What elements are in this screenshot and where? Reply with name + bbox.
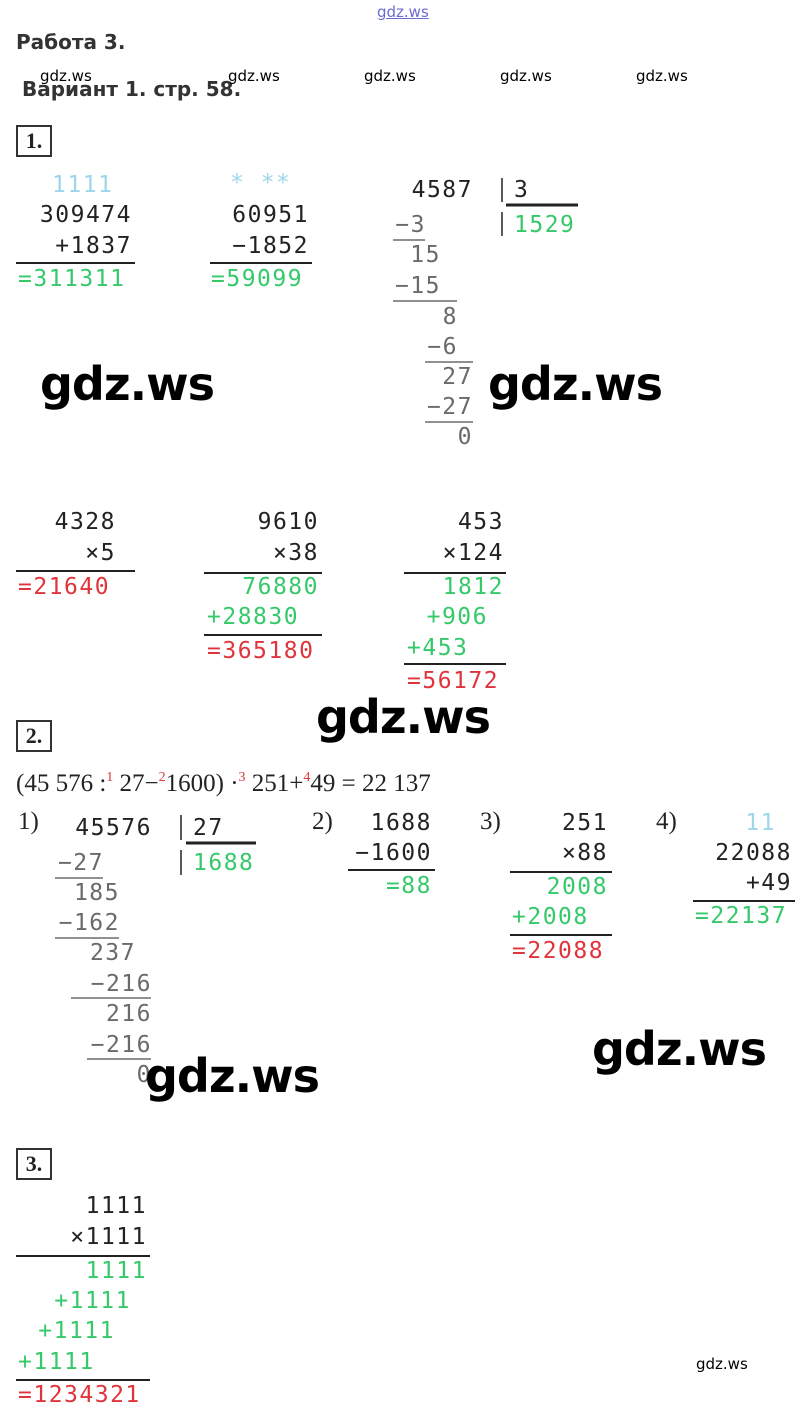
number-text: 27 (193, 815, 224, 841)
order-mark: 2 (158, 770, 166, 785)
number-text: 4328 (54, 509, 116, 535)
number-text: =22137 (695, 903, 788, 929)
number-text: 453 (457, 509, 504, 535)
number-text: −216 (90, 971, 152, 997)
number-text: +49 (745, 870, 792, 896)
number-text: +1111 (18, 1349, 95, 1375)
number-text: 60951 (232, 202, 309, 228)
number-text: −1600 (355, 840, 432, 866)
number-text: 27 (442, 364, 473, 390)
expression-part: (45 576 : (16, 770, 107, 797)
task-label: 3. (16, 1148, 52, 1180)
number-text: +28830 (207, 604, 300, 630)
number-text: +1837 (55, 233, 132, 259)
number-text: 1688 (370, 810, 432, 836)
title: Работа 3. (16, 30, 126, 54)
number-text: +906 (426, 604, 488, 630)
site-link[interactable]: gdz.ws (377, 3, 429, 21)
watermark: gdz.ws (145, 1049, 320, 1103)
number-text: ×1111 (70, 1224, 147, 1250)
expression-part: 1600) · (165, 770, 239, 797)
number-text: −162 (58, 910, 120, 936)
number-text: =311311 (18, 266, 126, 292)
number-text: * ** (230, 170, 292, 196)
number-text: 9610 (257, 509, 319, 535)
number-text: +1111 (54, 1288, 131, 1314)
number-text: 22088 (715, 840, 792, 866)
step-label: 4) (656, 808, 677, 835)
watermark: gdz.ws (500, 67, 552, 85)
number-text: 216 (105, 1001, 152, 1027)
watermark: gdz.ws (228, 67, 280, 85)
number-text: +1111 (38, 1318, 115, 1344)
number-text: 0 (457, 424, 473, 450)
number-text: 76880 (242, 574, 319, 600)
number-text: 1688 (193, 850, 255, 876)
number-text: 45576 (75, 815, 152, 841)
number-text: ×88 (561, 840, 608, 866)
number-text: 4587 (411, 177, 473, 203)
number-text: ×5 (85, 540, 116, 566)
number-text: 1111 (85, 1258, 147, 1284)
watermark: gdz.ws (592, 1022, 767, 1076)
watermark: gdz.ws (364, 67, 416, 85)
number-text: 1111 (52, 172, 114, 198)
number-text: +2008 (512, 904, 589, 930)
order-mark: 1 (106, 770, 114, 785)
number-text: =59099 (211, 266, 304, 292)
expression-part: 49 = 22 137 (310, 770, 431, 797)
number-text: −3 (395, 212, 426, 238)
number-text: 1812 (442, 574, 504, 600)
watermark: gdz.ws (696, 1355, 748, 1373)
number-text: −6 (427, 334, 458, 360)
number-text: −27 (57, 850, 104, 876)
number-text: =22088 (512, 938, 605, 964)
task-label: 2. (16, 720, 52, 752)
number-text: 3 (514, 177, 530, 203)
number-text: −15 (394, 273, 441, 299)
number-text: +453 (407, 635, 469, 661)
step-label: 3) (480, 808, 501, 835)
number-text: 0 (136, 1062, 152, 1088)
number-text: =88 (385, 873, 432, 899)
watermark: gdz.ws (636, 67, 688, 85)
step-label: 2) (312, 808, 333, 835)
number-text: =56172 (407, 668, 500, 694)
watermark: gdz.ws (488, 357, 663, 411)
number-text: =365180 (207, 638, 315, 664)
number-text: ×124 (442, 540, 504, 566)
expression-part: 27− (113, 770, 159, 797)
number-text: =1234321 (18, 1382, 141, 1408)
number-text: 11 (745, 810, 776, 836)
step-label: 1) (18, 808, 39, 835)
task-label: 1. (16, 125, 52, 157)
watermark: gdz.ws (316, 690, 491, 744)
number-text: =21640 (18, 574, 111, 600)
number-text: 309474 (39, 202, 132, 228)
number-text: 15 (410, 242, 441, 268)
number-text: 1529 (514, 212, 576, 238)
watermark: gdz.ws (40, 357, 215, 411)
number-text: −216 (90, 1032, 152, 1058)
order-mark: 3 (238, 770, 246, 785)
number-text: 8 (442, 304, 458, 330)
number-text: 237 (89, 940, 136, 966)
number-text: 185 (73, 880, 120, 906)
number-text: −27 (426, 394, 473, 420)
variant: Вариант 1. стр. 58. (22, 77, 242, 101)
watermark: gdz.ws (40, 67, 92, 85)
number-text: 251 (561, 810, 608, 836)
expression-part: 251+ (245, 770, 304, 797)
order-mark: 4 (303, 770, 311, 785)
number-text: ×38 (272, 540, 319, 566)
number-text: 1111 (85, 1193, 147, 1219)
number-text: −1852 (232, 233, 309, 259)
number-text: 2008 (546, 874, 608, 900)
expression: (45 576 :1 27−21600) ·3 251+449 = 22 137 (16, 763, 431, 799)
